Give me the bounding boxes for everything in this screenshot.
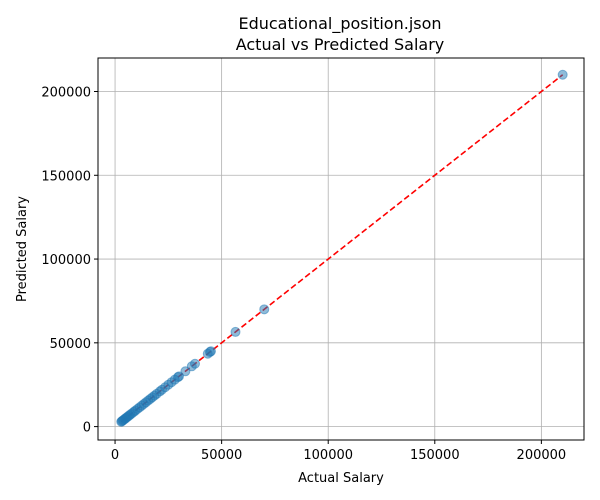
data-points <box>116 69 568 427</box>
data-point <box>259 304 270 315</box>
x-axis-label: Actual Salary <box>298 471 384 486</box>
data-point <box>230 326 241 337</box>
x-tick-label: 50000 <box>201 448 242 463</box>
y-tick-label: 0 <box>83 421 91 436</box>
x-tick-label: 200000 <box>517 448 567 463</box>
y-tick-label: 50000 <box>50 337 91 352</box>
data-point <box>189 358 200 369</box>
axis-ticks: 0 50000 100000 150000 200000 0 50000 100000 1500… <box>41 86 566 463</box>
y-axis-label: Predicted Salary <box>15 196 30 302</box>
y-tick-label: 100000 <box>41 253 91 268</box>
y-tick-label: 200000 <box>41 86 91 101</box>
grid <box>98 58 584 440</box>
chart-title: Educational_position.json <box>238 14 441 34</box>
chart-subtitle: Actual vs Predicted Salary <box>236 35 445 54</box>
x-tick-label: 0 <box>111 448 119 463</box>
x-tick-label: 150000 <box>410 448 460 463</box>
plot-area-frame <box>97 57 585 441</box>
data-point <box>205 346 216 357</box>
y-tick-label: 150000 <box>41 169 91 184</box>
data-point <box>557 69 568 80</box>
x-tick-label: 100000 <box>303 448 353 463</box>
